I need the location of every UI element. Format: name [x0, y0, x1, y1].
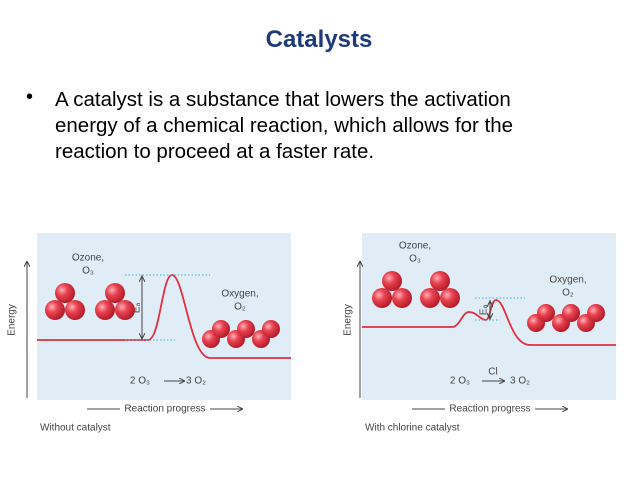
slide-title: Catalysts [265, 26, 373, 53]
atom [262, 320, 280, 338]
equation-left: 2 O₃ [130, 376, 150, 387]
atom [212, 320, 230, 338]
atom [537, 304, 555, 322]
product-label: Oxygen, [549, 275, 586, 286]
atom [562, 304, 580, 322]
atom [420, 288, 440, 308]
reactant-label: Ozone, [72, 253, 104, 264]
activation-label: Eₐ [132, 303, 143, 314]
bullet-text: A catalyst is a substance that lowers th… [55, 88, 514, 163]
activation-label: Eₐ [479, 305, 490, 316]
atom [105, 283, 125, 303]
x-axis-label-bg [120, 402, 210, 416]
reactant-formula: O₃ [409, 254, 421, 265]
atom [587, 304, 605, 322]
caption: Without catalyst [40, 423, 111, 434]
atom [440, 288, 460, 308]
atom [430, 271, 450, 291]
y-axis-label: Energy [343, 304, 354, 336]
atom [392, 288, 412, 308]
atom [45, 300, 65, 320]
catalyst-label: Cl [488, 367, 497, 378]
y-axis-label: Energy [7, 304, 18, 336]
atom [372, 288, 392, 308]
equation-left: 2 O₃ [450, 376, 470, 387]
reactant-formula: O₃ [82, 266, 94, 277]
atom [55, 283, 75, 303]
equation-right: 3 O₂ [186, 376, 206, 387]
atom [65, 300, 85, 320]
bullet-marker: • [26, 86, 34, 108]
equation-right: 3 O₂ [510, 376, 530, 387]
atom [237, 320, 255, 338]
x-axis-label-bg [445, 402, 535, 416]
product-formula: O₂ [562, 288, 574, 299]
x-axis-label: Reaction progress [124, 404, 205, 415]
reactant-label: Ozone, [399, 241, 431, 252]
caption: With chlorine catalyst [365, 423, 460, 434]
atom [115, 300, 135, 320]
product-formula: O₂ [234, 302, 246, 313]
atom [382, 271, 402, 291]
product-label: Oxygen, [221, 289, 258, 300]
x-axis-label: Reaction progress [449, 404, 530, 415]
energy-curve [37, 274, 291, 359]
atom [95, 300, 115, 320]
